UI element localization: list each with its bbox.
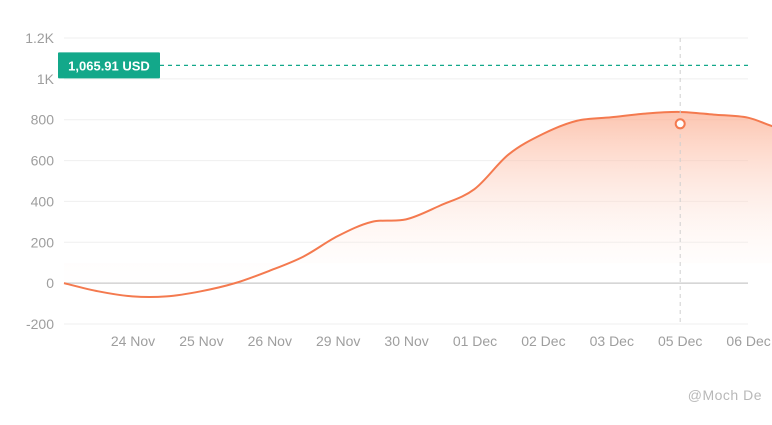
- y-tick-label: 600: [31, 153, 55, 169]
- x-tick-label: 29 Nov: [316, 333, 360, 349]
- x-tick-label: 03 Dec: [590, 333, 634, 349]
- x-tick-label: 02 Dec: [521, 333, 565, 349]
- series-line[interactable]: [63, 65, 772, 299]
- y-tick-label: 0: [46, 275, 54, 291]
- y-tick-label: 800: [31, 112, 55, 128]
- y-axis-tick-labels: -200 0 200 400 600 800 1K 1.2K: [25, 30, 54, 332]
- y-tick-label: 1.2K: [25, 30, 54, 46]
- x-tick-label: 05 Dec: [658, 333, 702, 349]
- x-tick-label: 25 Nov: [179, 333, 223, 349]
- current-value-label: 1,065.91 USD: [68, 58, 150, 73]
- watermark: @Moch De: [687, 387, 762, 403]
- x-tick-label: 06 Dec: [726, 333, 770, 349]
- current-value-badge: 1,065.91 USD: [58, 52, 160, 79]
- y-tick-label: 1K: [37, 71, 55, 87]
- y-tick-label: 200: [31, 234, 55, 250]
- x-tick-label: 26 Nov: [248, 333, 292, 349]
- y-tick-label: 400: [31, 193, 55, 209]
- current-value-badge-background: [58, 52, 160, 79]
- x-tick-label: 01 Dec: [453, 333, 497, 349]
- x-tick-label: 30 Nov: [384, 333, 428, 349]
- x-axis-tick-labels: 24 Nov 25 Nov 26 Nov 29 Nov 30 Nov 01 Dec 02 D…: [111, 333, 771, 349]
- y-tick-label: -200: [26, 316, 54, 332]
- x-tick-label: 24 Nov: [111, 333, 155, 349]
- hover-data-point[interactable]: [674, 118, 686, 130]
- series-area-fill: [64, 111, 772, 298]
